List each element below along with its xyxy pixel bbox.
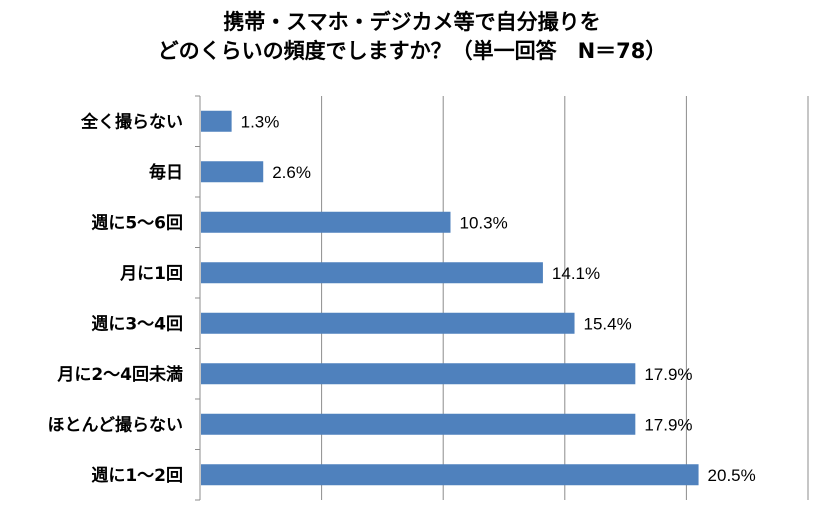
data-label: 2.6%: [272, 163, 311, 182]
data-label: 15.4%: [584, 314, 632, 333]
chart-title-line-2: どのくらいの頻度でしますか？（単一回答 N＝78）: [157, 39, 667, 63]
data-label: 17.9%: [644, 365, 692, 384]
chart-title: 携帯・スマホ・デジカメ等で自分撮りを どのくらいの頻度でしますか？（単一回答 N…: [0, 8, 824, 66]
category-label: ほとんど撮らない: [48, 414, 184, 435]
category-label: 週に5～6回: [91, 213, 183, 233]
data-label: 17.9%: [644, 415, 692, 434]
category-label: 週に3～4回: [91, 314, 183, 334]
category-label: 週に1～2回: [91, 466, 183, 486]
chart-title-line-1: 携帯・スマホ・デジカメ等で自分撮りを: [223, 10, 601, 34]
bar: [201, 211, 451, 233]
bar: [201, 110, 232, 132]
bar: [201, 262, 543, 284]
bar: [201, 413, 636, 435]
data-label: 1.3%: [241, 112, 280, 131]
category-label: 月に2～4回未満: [56, 364, 183, 385]
category-label: 月に1回: [119, 264, 183, 284]
data-label: 14.1%: [552, 264, 600, 283]
category-label: 毎日: [149, 162, 183, 183]
bar: [201, 363, 636, 385]
category-label: 全く撮らない: [80, 111, 183, 132]
bar: [201, 161, 264, 183]
data-label: 10.3%: [459, 213, 507, 232]
bar: [201, 464, 699, 486]
data-label: 20.5%: [708, 466, 756, 485]
bar: [201, 312, 575, 334]
